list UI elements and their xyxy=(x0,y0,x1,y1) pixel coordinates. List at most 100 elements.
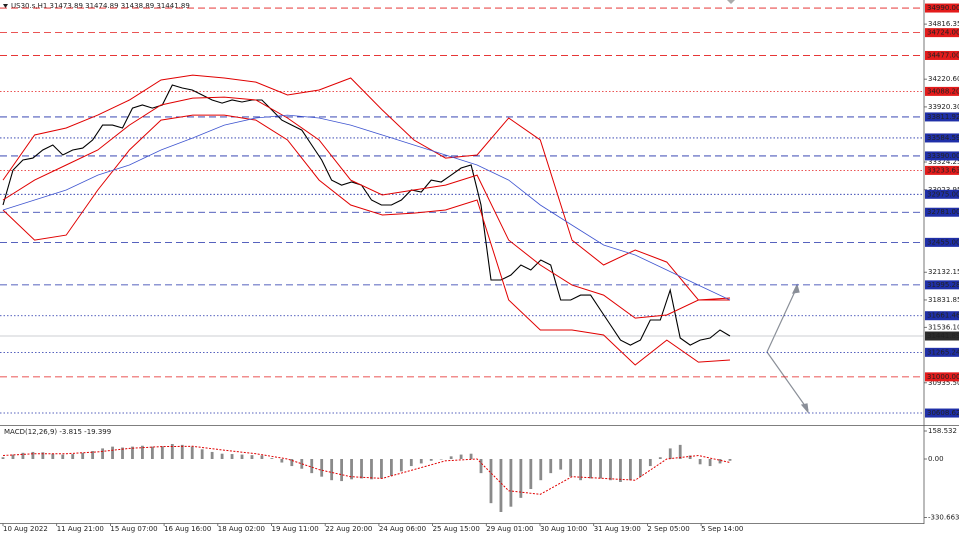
price-level-box xyxy=(925,408,959,418)
series-line xyxy=(2,114,731,301)
histogram-bar xyxy=(399,459,403,472)
y-tick-label: 34220.60 xyxy=(928,75,959,83)
indicator-title: MACD(12,26,9) -3.815 -19.399 xyxy=(4,428,111,436)
y-tick-label: 30935.50 xyxy=(928,379,959,387)
histogram-bar xyxy=(589,459,592,479)
y-tick-label: 31536.10 xyxy=(928,323,959,331)
price-level-box xyxy=(925,3,959,13)
histogram-bar xyxy=(150,446,154,460)
histogram-bar xyxy=(678,444,682,460)
y-tick-label: 158.532 xyxy=(928,427,957,435)
arrow-down xyxy=(766,351,809,411)
x-tick-label: 15 Aug 07:00 xyxy=(110,525,157,533)
price-level-box xyxy=(925,347,959,357)
histogram-bar xyxy=(310,459,314,474)
price-level-label: 34088.20 xyxy=(927,87,959,95)
price-level-label: 32975.00 xyxy=(927,190,959,198)
histogram-bar xyxy=(141,445,144,460)
histogram-bar xyxy=(539,459,543,481)
histogram-bar xyxy=(638,459,642,477)
histogram-bar xyxy=(698,459,702,465)
histogram-bar xyxy=(509,459,513,507)
x-tick-label: 29 Aug 01:00 xyxy=(486,525,533,533)
histogram-bar xyxy=(629,459,632,481)
histogram-bar xyxy=(479,459,483,474)
histogram-bar xyxy=(668,448,672,460)
histogram-bar xyxy=(300,459,304,469)
price-level-label: 33390.00 xyxy=(927,152,959,160)
histogram-bar xyxy=(290,459,294,467)
histogram-bar xyxy=(230,454,234,460)
y-tick-label: 34816.35 xyxy=(928,20,959,28)
histogram-bar xyxy=(380,459,383,479)
histogram-bar xyxy=(81,452,85,460)
price-level-box xyxy=(925,28,959,38)
histogram-bar xyxy=(549,459,553,474)
histogram-bar xyxy=(180,444,184,460)
arrow-up xyxy=(766,286,798,353)
histogram-bar xyxy=(200,449,204,460)
histogram-bar xyxy=(569,459,573,477)
price-level-box xyxy=(925,86,959,96)
y-tick-label: 31831.85 xyxy=(928,296,959,304)
price-level-label: 31661.46 xyxy=(927,312,959,320)
price-level-label: 33233.63 xyxy=(927,166,959,174)
price-level-label: 34990.00 xyxy=(927,4,959,12)
histogram-bar xyxy=(728,459,732,461)
price-level-box xyxy=(925,207,959,217)
histogram-bar xyxy=(21,452,25,460)
histogram-bar xyxy=(190,446,194,460)
x-tick-label: 30 Aug 10:00 xyxy=(540,525,587,533)
histogram-bar xyxy=(260,455,264,460)
menu-triangle[interactable] xyxy=(3,4,8,8)
histogram-bar xyxy=(519,459,523,498)
x-tick-label: 18 Aug 02:00 xyxy=(218,525,265,533)
y-tick-label: -330.663 xyxy=(928,513,959,521)
series-line xyxy=(2,84,731,346)
histogram-bar xyxy=(658,457,662,460)
price-level-box xyxy=(925,372,959,382)
series-line xyxy=(2,74,731,301)
y-tick-label: 32132.15 xyxy=(928,268,959,276)
price-level-box xyxy=(925,237,959,247)
projection-arrows xyxy=(766,283,809,414)
price-level-box xyxy=(925,311,959,321)
price-level-label: 31265.24 xyxy=(927,348,959,356)
histogram-bar xyxy=(41,452,45,460)
histogram-bar xyxy=(688,455,692,460)
histogram-bar xyxy=(121,447,124,460)
price-level-box xyxy=(925,280,959,290)
price-level-box xyxy=(925,112,959,122)
histogram-bar xyxy=(1,457,5,460)
histogram-bar xyxy=(389,459,393,476)
histogram-bar xyxy=(708,459,712,467)
x-tick-label: 22 Aug 20:00 xyxy=(325,525,372,533)
x-tick-label: 5 Sep 14:00 xyxy=(701,525,743,533)
histogram-bar xyxy=(101,448,104,460)
histogram-bar xyxy=(61,454,65,460)
histogram-bar xyxy=(210,451,214,460)
histogram-bar xyxy=(250,455,254,460)
histogram-bar xyxy=(330,459,334,481)
arrowhead xyxy=(791,283,800,294)
y-tick-label: 33324.25 xyxy=(928,158,959,166)
x-tick-label: 16 Aug 16:00 xyxy=(164,525,211,533)
histogram-bar xyxy=(579,459,583,481)
chart-title: US30.s,H1 31473.89 31474.89 31438.89 314… xyxy=(11,2,190,10)
x-tick-label: 31 Aug 19:00 xyxy=(594,525,641,533)
last-price-box xyxy=(925,331,959,341)
price-level-label: 32781.00 xyxy=(927,208,959,216)
y-tick-label: 33023.95 xyxy=(928,186,959,194)
histogram-bar xyxy=(170,443,174,460)
histogram-bar xyxy=(280,459,284,463)
price-level-label: 30608.62 xyxy=(927,409,959,417)
histogram-bar xyxy=(240,454,244,460)
histogram-bar xyxy=(409,459,413,467)
histogram-bar xyxy=(489,459,493,504)
histogram-bar xyxy=(499,459,503,512)
series-line xyxy=(2,96,730,319)
histogram-bar xyxy=(160,446,164,460)
histogram-bar xyxy=(429,459,433,461)
price-level-label: 33811.92 xyxy=(927,113,959,121)
